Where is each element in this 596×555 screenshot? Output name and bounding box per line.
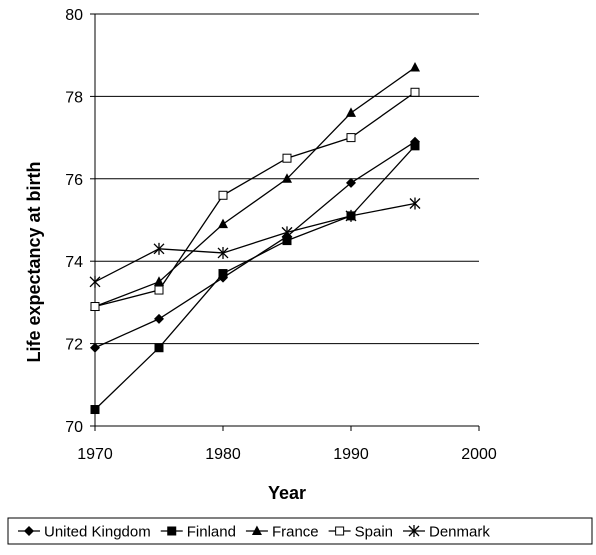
open-square-marker (336, 527, 344, 535)
x-axis-label: Year (268, 483, 306, 503)
series-lines (90, 62, 420, 414)
y-tick-label-74: 74 (65, 254, 83, 271)
diamond-marker (154, 314, 164, 324)
series-line-france (95, 68, 415, 307)
y-axis-label: Life expectancy at birth (24, 161, 44, 362)
data-point-spain-1990 (347, 134, 355, 142)
open-square-marker (283, 154, 291, 162)
data-point-spain-1975 (155, 286, 163, 294)
series-spain (91, 88, 419, 310)
x-tick-label-1970: 1970 (77, 446, 113, 463)
y-tick-label-76: 76 (65, 172, 83, 189)
data-point-spain-1995 (411, 88, 419, 96)
square-marker (155, 343, 164, 352)
y-tick-label-78: 78 (65, 89, 83, 106)
series-line-spain (95, 92, 415, 306)
series-line-united-kingdom (95, 142, 415, 348)
data-point-finland-1970 (91, 405, 100, 414)
x-tick-label-2000: 2000 (461, 446, 497, 463)
data-point-france-1995 (410, 62, 420, 71)
data-point-spain-1985 (283, 154, 291, 162)
data-point-finland-1995 (411, 141, 420, 150)
legend-label-united-kingdom: United Kingdom (44, 524, 151, 541)
data-point-united-kingdom-1975 (154, 314, 164, 324)
open-square-marker (347, 134, 355, 142)
series-united-kingdom (90, 137, 420, 353)
legend-marker-open-square (336, 527, 344, 535)
square-marker (219, 269, 228, 278)
x-tick-label-1980: 1980 (205, 446, 241, 463)
data-point-spain-1970 (91, 303, 99, 311)
square-marker (91, 405, 100, 414)
data-point-spain-1980 (219, 191, 227, 199)
data-point-united-kingdom-1970 (90, 343, 100, 353)
x-tick-label-1990: 1990 (333, 446, 369, 463)
y-tick-label-80: 80 (65, 7, 83, 24)
series-finland (91, 141, 420, 414)
axes (90, 14, 479, 431)
series-line-finland (95, 146, 415, 410)
data-point-france-1980 (218, 219, 228, 229)
triangle-marker (346, 107, 356, 117)
legend: United Kingdom Finland France Spain Denmark (8, 518, 592, 544)
data-point-finland-1975 (155, 343, 164, 352)
square-marker (411, 141, 420, 150)
tick-labels: 70 72 74 76 78 80 1970 1980 1990 2000 (65, 7, 497, 463)
square-marker (167, 527, 176, 536)
open-square-marker (219, 191, 227, 199)
y-tick-label-70: 70 (65, 419, 83, 436)
open-square-marker (155, 286, 163, 294)
series-line-denmark (95, 204, 415, 282)
open-square-marker (411, 88, 419, 96)
open-square-marker (91, 303, 99, 311)
legend-label-france: France (272, 524, 319, 541)
legend-label-denmark: Denmark (429, 524, 490, 541)
y-tick-label-72: 72 (65, 337, 83, 354)
data-point-denmark-1985 (282, 226, 292, 238)
triangle-marker (410, 62, 420, 71)
legend-label-spain: Spain (355, 524, 393, 541)
legend-marker-square (167, 527, 176, 536)
series-denmark (90, 198, 420, 288)
data-point-finland-1980 (219, 269, 228, 278)
data-point-france-1990 (346, 107, 356, 117)
data-point-denmark-1970 (90, 276, 100, 288)
diamond-marker (90, 343, 100, 353)
legend-label-finland: Finland (187, 524, 236, 541)
triangle-marker (218, 219, 228, 229)
series-france (90, 62, 420, 310)
data-point-denmark-1995 (410, 198, 420, 210)
